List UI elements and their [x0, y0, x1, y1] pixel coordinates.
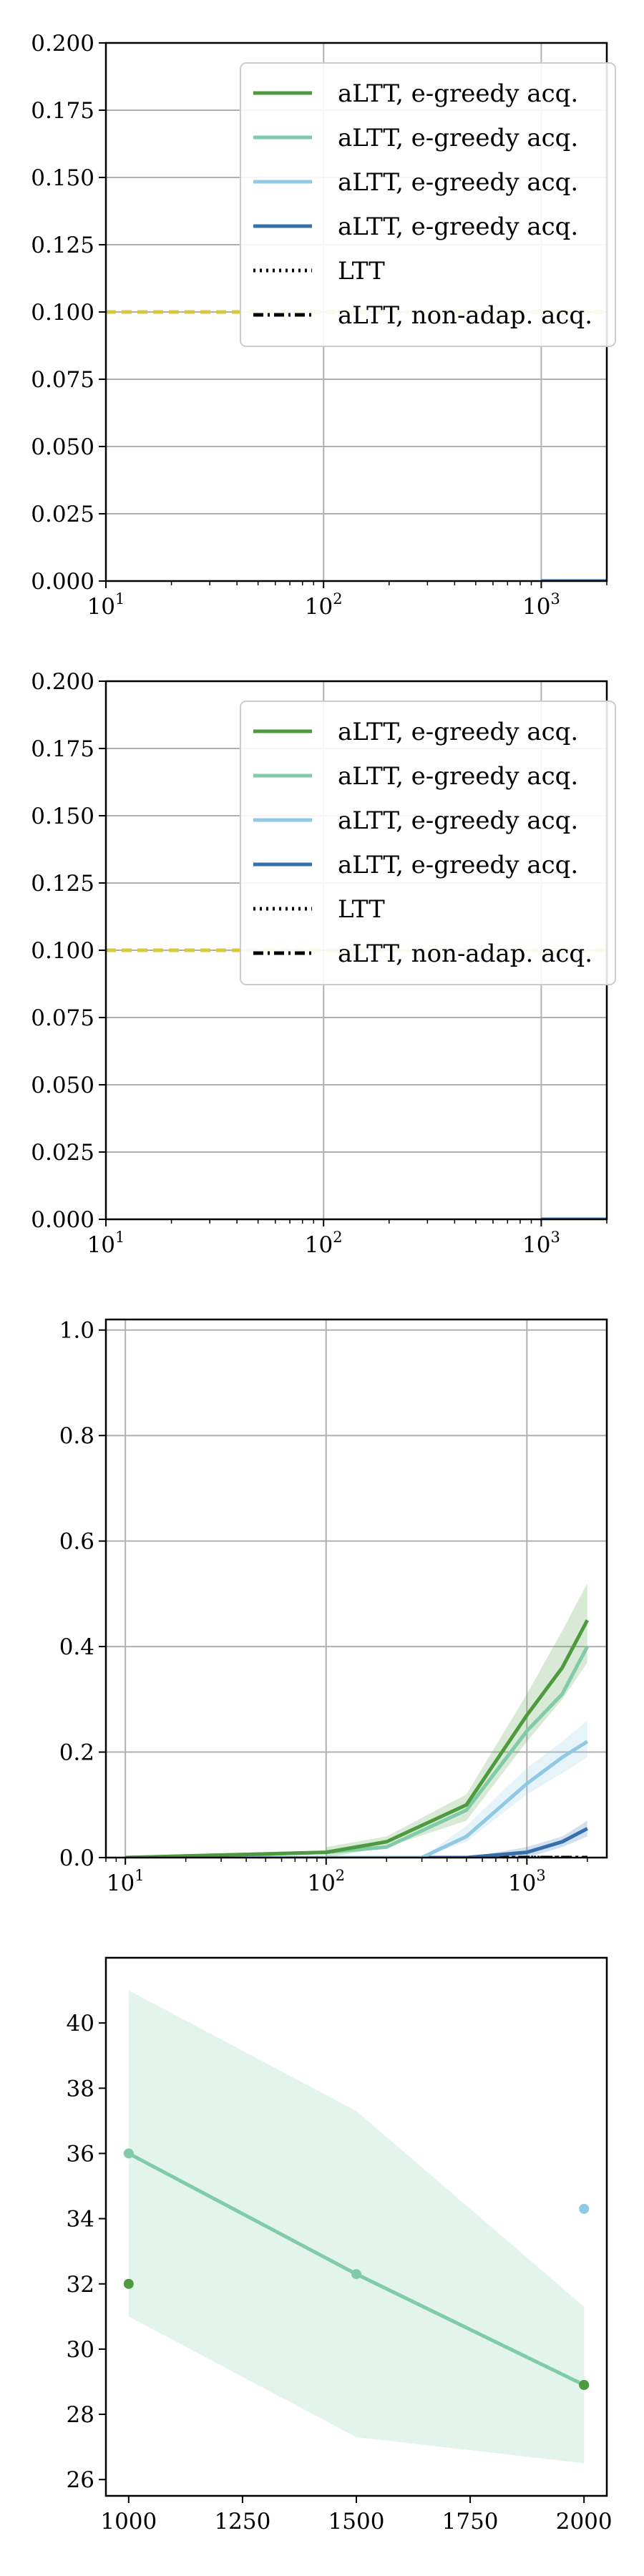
- x-tick-label: 101: [87, 1229, 125, 1258]
- x-tick-label: 103: [522, 590, 560, 620]
- legend-label: aLTT, e-greedy acq.: [338, 762, 578, 791]
- axes-frame: [104, 1318, 608, 1859]
- y-tick-label: 0.050: [31, 1073, 94, 1098]
- legend-label: aLTT, non-adap. acq.: [338, 940, 592, 968]
- y-tick-label: 0.125: [31, 233, 94, 258]
- chart-panel-4: 26 28 30 32 34 36 38 40 1000 1250 1500 1750 2000: [67, 1956, 613, 2534]
- x-tick-label: 2000: [556, 2509, 613, 2534]
- y-tick-label: 0.025: [31, 1140, 94, 1166]
- legend-label: aLTT, e-greedy acq.: [338, 79, 578, 108]
- y-tick-label: 0.4: [59, 1634, 94, 1660]
- y-tick-label: 38: [67, 2076, 94, 2102]
- x-tick-label: 103: [508, 1867, 546, 1896]
- plot-area: [123, 1990, 590, 2464]
- y-tick-label: 0.200: [31, 669, 94, 695]
- x-tick-label: 101: [87, 590, 125, 620]
- legend-label: aLTT, e-greedy acq.: [338, 124, 578, 152]
- y-tick-label: 0.2: [59, 1740, 94, 1766]
- y-tick-label: 0.100: [31, 300, 94, 326]
- legend-label: aLTT, e-greedy acq.: [338, 168, 578, 197]
- y-tick-label: 0.125: [31, 871, 94, 897]
- confidence-band: [128, 1990, 585, 2464]
- y-tick-label: 0.175: [31, 98, 94, 124]
- y-tick-label: 0.150: [31, 804, 94, 829]
- legend-label: aLTT, e-greedy acq.: [338, 851, 578, 879]
- y-tick-label: 0.000: [31, 1207, 94, 1233]
- legend-label: LTT: [338, 257, 385, 286]
- x-tick-label: 102: [305, 1229, 343, 1258]
- y-tick-label: 0.0: [59, 1845, 94, 1871]
- chart-panel-2: 0.000 0.025 0.050 0.075 0.100 0.125 0.150 0.175…: [31, 669, 616, 1258]
- y-tick-label: 34: [67, 2207, 94, 2233]
- chart-panel-3: 0.0 0.2 0.4 0.6 0.8 1.0 101 102 103: [59, 1318, 608, 1896]
- data-point: [579, 2203, 590, 2214]
- y-tick-label: 0.175: [31, 736, 94, 762]
- confidence-band: [466, 1820, 587, 1858]
- data-point: [123, 2148, 134, 2159]
- x-tick-label: 1500: [328, 2509, 385, 2534]
- x-tick-label: 1000: [100, 2509, 157, 2534]
- legend-label: aLTT, e-greedy acq.: [338, 213, 578, 241]
- y-tick-label: 26: [67, 2467, 94, 2493]
- y-tick-label: 0.8: [59, 1423, 94, 1449]
- y-tick-label: 0.050: [31, 434, 94, 460]
- confidence-band: [421, 1720, 587, 1858]
- y-tick-label: 1.0: [59, 1318, 94, 1344]
- legend-label: aLTT, e-greedy acq.: [338, 806, 578, 835]
- legend-box: [240, 62, 616, 347]
- y-tick-label: 0.6: [59, 1529, 94, 1555]
- y-tick-label: 0.100: [31, 938, 94, 964]
- y-tick-label: 0.075: [31, 1005, 94, 1031]
- y-tick-label: 40: [67, 2011, 94, 2036]
- chart-panel-1: 0.000 0.025 0.050 0.075 0.100 0.125 0.150 0.175…: [31, 31, 616, 620]
- y-tick-label: 0.025: [31, 502, 94, 527]
- y-tick-label: 30: [67, 2337, 94, 2363]
- data-point: [579, 2380, 590, 2391]
- y-tick-label: 36: [67, 2141, 94, 2167]
- legend-label: aLTT, e-greedy acq.: [338, 718, 578, 746]
- y-tick-label: 0.200: [31, 31, 94, 57]
- x-tick-label: 1250: [214, 2509, 270, 2534]
- x-tick-label: 103: [522, 1229, 560, 1258]
- y-tick-label: 0.075: [31, 367, 94, 393]
- data-point: [123, 2278, 134, 2289]
- x-tick-label: 102: [305, 590, 343, 620]
- x-tick-label: 102: [307, 1867, 345, 1896]
- x-tick-label: 101: [107, 1867, 145, 1896]
- y-tick-label: 0.000: [31, 569, 94, 595]
- x-tick-label: 1750: [442, 2509, 499, 2534]
- series-line: [125, 1827, 588, 1858]
- series-line: [125, 1619, 590, 1858]
- legend-label: LTT: [338, 895, 385, 924]
- legend-label: aLTT, non-adap. acq.: [338, 301, 592, 330]
- y-tick-label: 32: [67, 2272, 94, 2298]
- y-tick-label: 28: [67, 2402, 94, 2428]
- data-point: [351, 2269, 361, 2280]
- series-line: [125, 1740, 589, 1858]
- legend-box: [240, 701, 616, 985]
- y-tick-label: 0.150: [31, 165, 94, 191]
- plot-area: [125, 1583, 590, 1858]
